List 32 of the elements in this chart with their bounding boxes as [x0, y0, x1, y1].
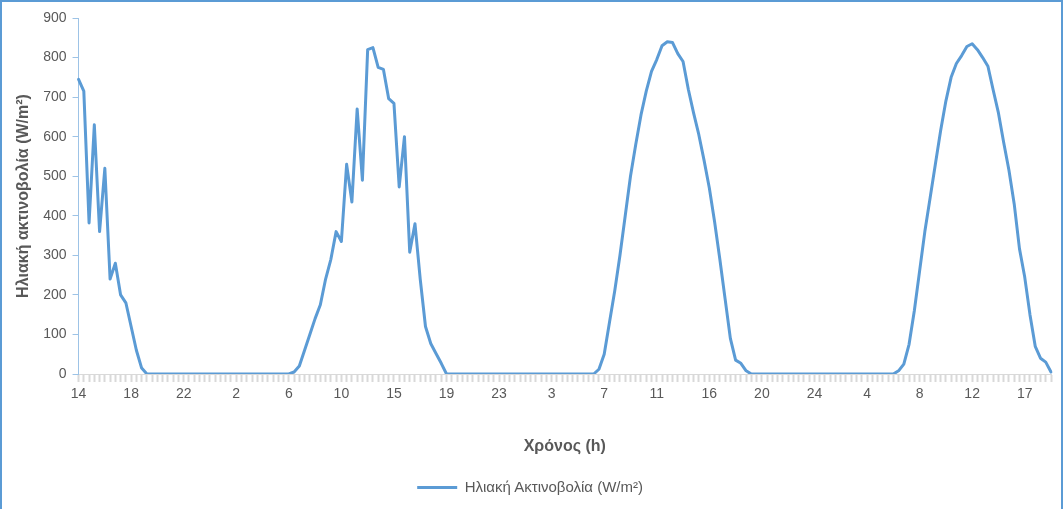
x-tick-label: 24 — [806, 385, 823, 402]
x-tick-label: 14 — [70, 385, 87, 402]
y-tick-label: 0 — [58, 364, 67, 381]
x-tick-label: 8 — [915, 385, 924, 402]
x-axis-title: Χρόνος (h) — [523, 436, 606, 455]
y-tick-label: 200 — [43, 285, 67, 302]
x-tick-label: 2 — [232, 385, 241, 402]
x-tick-label: 15 — [386, 385, 402, 402]
x-tick-label: 23 — [491, 385, 508, 402]
x-tick-label: 12 — [964, 385, 981, 402]
y-tick-label: 600 — [43, 127, 67, 144]
y-tick-label: 500 — [43, 167, 67, 184]
y-tick-label: 300 — [43, 246, 67, 263]
y-tick-label: 100 — [43, 325, 67, 342]
y-tick-label: 900 — [43, 8, 67, 25]
x-tick-label: 7 — [600, 385, 609, 402]
x-tick-label: 11 — [649, 385, 665, 402]
x-tick-label: 3 — [547, 385, 556, 402]
x-tick-label: 18 — [123, 385, 140, 402]
x-tick-label: 10 — [333, 385, 350, 402]
x-tick-label: 16 — [701, 385, 718, 402]
y-tick-label: 700 — [43, 87, 67, 104]
y-tick-label: 800 — [43, 48, 67, 65]
y-axis-title: Ηλιακή ακτινοβολία (W/m²) — [14, 94, 32, 298]
x-tick-label: 19 — [438, 385, 455, 402]
y-tick-label: 400 — [43, 206, 67, 223]
x-tick-label: 17 — [1016, 385, 1033, 402]
legend-label: Ηλιακή Ακτινοβολία (W/m²) — [464, 477, 643, 495]
x-tick-label: 6 — [284, 385, 293, 402]
x-tick-label: 4 — [863, 385, 872, 402]
x-tick-label: 20 — [754, 385, 770, 402]
x-tick-label: 22 — [175, 385, 192, 402]
